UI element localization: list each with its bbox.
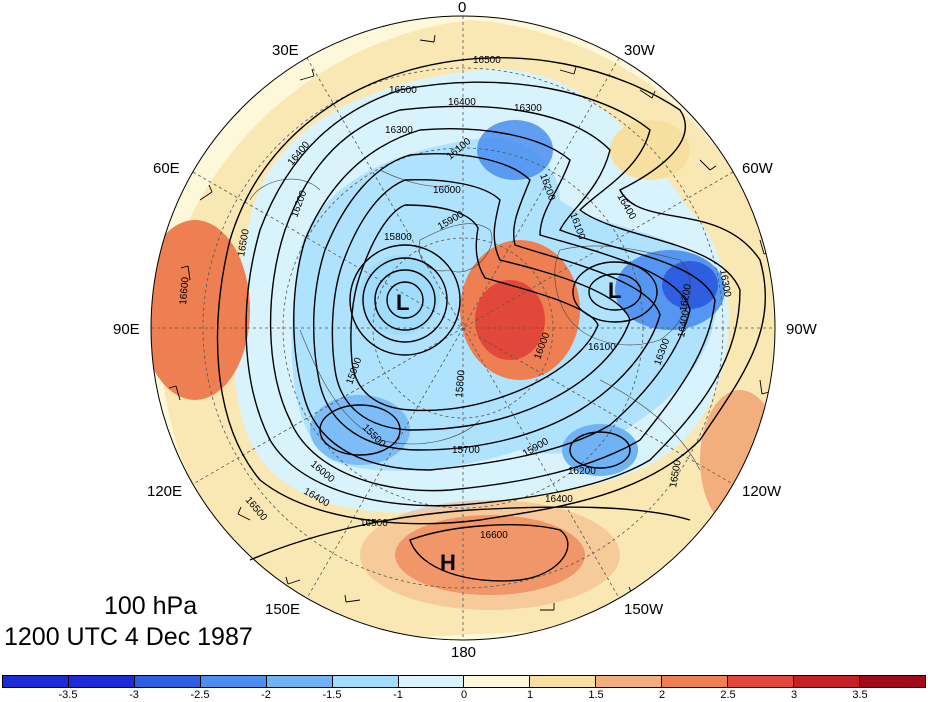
geopotential-height-contours bbox=[216, 57, 766, 582]
colorbar-label: -1.5 bbox=[322, 689, 342, 701]
contour-label: 16500 bbox=[360, 518, 388, 529]
contour-label: 16500 bbox=[389, 85, 417, 96]
longitude-labels: 0 30W 60W 90W 120W 150W 180 150E 120E 90… bbox=[113, 0, 818, 661]
colorbar-label: -2.5 bbox=[190, 689, 210, 701]
valid-time-title: 1200 UTC 4 Dec 1987 bbox=[4, 623, 253, 651]
contour-label: 15800 bbox=[454, 369, 467, 398]
contour-label: 16000 bbox=[433, 185, 461, 196]
colorbar-box bbox=[859, 676, 925, 687]
colorbar-box bbox=[266, 676, 333, 687]
colorbar-box bbox=[662, 676, 729, 687]
contour-label: 16500 bbox=[668, 459, 684, 489]
colorbar-label: -3 bbox=[129, 689, 139, 701]
contour-label: 16400 bbox=[545, 494, 573, 505]
shade-red-arctic-core bbox=[475, 280, 545, 360]
shade-orange-east bbox=[700, 390, 775, 530]
colorbar-label: -1 bbox=[393, 689, 403, 701]
contour-label: 16500 bbox=[236, 228, 252, 258]
contour-label: 16400 bbox=[676, 309, 692, 339]
longitude-label: 150W bbox=[624, 601, 664, 618]
colorbar-label: 2 bbox=[658, 689, 666, 701]
colorbar-box bbox=[3, 676, 69, 687]
colorbar-box bbox=[464, 676, 531, 687]
colorbar-box bbox=[68, 676, 135, 687]
longitude-label: 30E bbox=[272, 42, 299, 59]
low-center-label: L bbox=[608, 278, 621, 303]
pressure-level-title: 100 hPa bbox=[104, 592, 198, 620]
colorbar-label: 1.5 bbox=[588, 689, 604, 701]
shade-blue-atlantic bbox=[477, 120, 553, 180]
shade-blue-siberia-core bbox=[360, 255, 440, 335]
colorbar-label: 1 bbox=[526, 689, 534, 701]
longitude-label: 60E bbox=[153, 160, 180, 177]
contour-label: 16600 bbox=[480, 530, 508, 541]
longitude-label: 150E bbox=[265, 601, 300, 618]
contour-label: 15700 bbox=[452, 445, 480, 456]
contour-label: 16200 bbox=[678, 283, 694, 313]
longitude-label: 90W bbox=[786, 321, 818, 338]
contour-label: 16300 bbox=[514, 103, 542, 114]
longitude-label: 60W bbox=[742, 160, 774, 177]
shade-red-west bbox=[151, 220, 250, 400]
contour-label: 16300 bbox=[385, 125, 413, 136]
colorbar-box bbox=[728, 676, 795, 687]
colorbar-label: 3.5 bbox=[852, 689, 868, 701]
colorbar-box bbox=[332, 676, 399, 687]
contour-label: 16600 bbox=[178, 276, 191, 305]
shade-blue-pacific bbox=[562, 424, 638, 476]
longitude-label: 30W bbox=[624, 42, 656, 59]
colorbar-box bbox=[398, 676, 465, 687]
colorbar-box bbox=[134, 676, 201, 687]
graticule bbox=[151, 16, 775, 640]
contour-label: 16200 bbox=[568, 466, 596, 477]
contour-label: 16500 bbox=[473, 55, 501, 66]
longitude-label: 90E bbox=[113, 321, 140, 338]
contour-label: 15800 bbox=[384, 232, 412, 243]
colorbar-box bbox=[596, 676, 663, 687]
colorbar-box bbox=[530, 676, 597, 687]
contour-label: 16100 bbox=[588, 342, 616, 353]
shade-orange-north bbox=[610, 120, 690, 180]
colorbar-label: 3 bbox=[790, 689, 798, 701]
longitude-label: 180 bbox=[451, 644, 476, 661]
contour-label: 16400 bbox=[448, 97, 476, 108]
shade-blue-hudson-core bbox=[662, 261, 718, 309]
map-disc-border bbox=[150, 15, 776, 641]
colorbar bbox=[2, 675, 926, 688]
high-center-label: H bbox=[440, 550, 456, 575]
polar-stereographic-map: 16500 16500 16400 16300 16300 16400 1620… bbox=[113, 0, 818, 661]
colorbar-label: -3.5 bbox=[58, 689, 78, 701]
colorbar-box bbox=[200, 676, 267, 687]
longitude-label: 120W bbox=[742, 483, 782, 500]
colorbar-label: -2 bbox=[261, 689, 271, 701]
colorbar-labels: -3.5 -3 -2.5 -2 -1.5 -1 0 1 1.5 2 2.5 3 3.5 bbox=[2, 689, 926, 702]
colorbar-box bbox=[794, 676, 860, 687]
low-center-label: L bbox=[396, 290, 409, 315]
contour-label: 16300 bbox=[717, 269, 733, 299]
longitude-label: 0 bbox=[458, 0, 466, 16]
shade-blue-siberia bbox=[310, 395, 410, 465]
colorbar-label: 2.5 bbox=[720, 689, 736, 701]
shade-orange-pacific-edge bbox=[360, 500, 620, 610]
longitude-label: 120E bbox=[147, 483, 182, 500]
colorbar-label: 0 bbox=[460, 689, 468, 701]
